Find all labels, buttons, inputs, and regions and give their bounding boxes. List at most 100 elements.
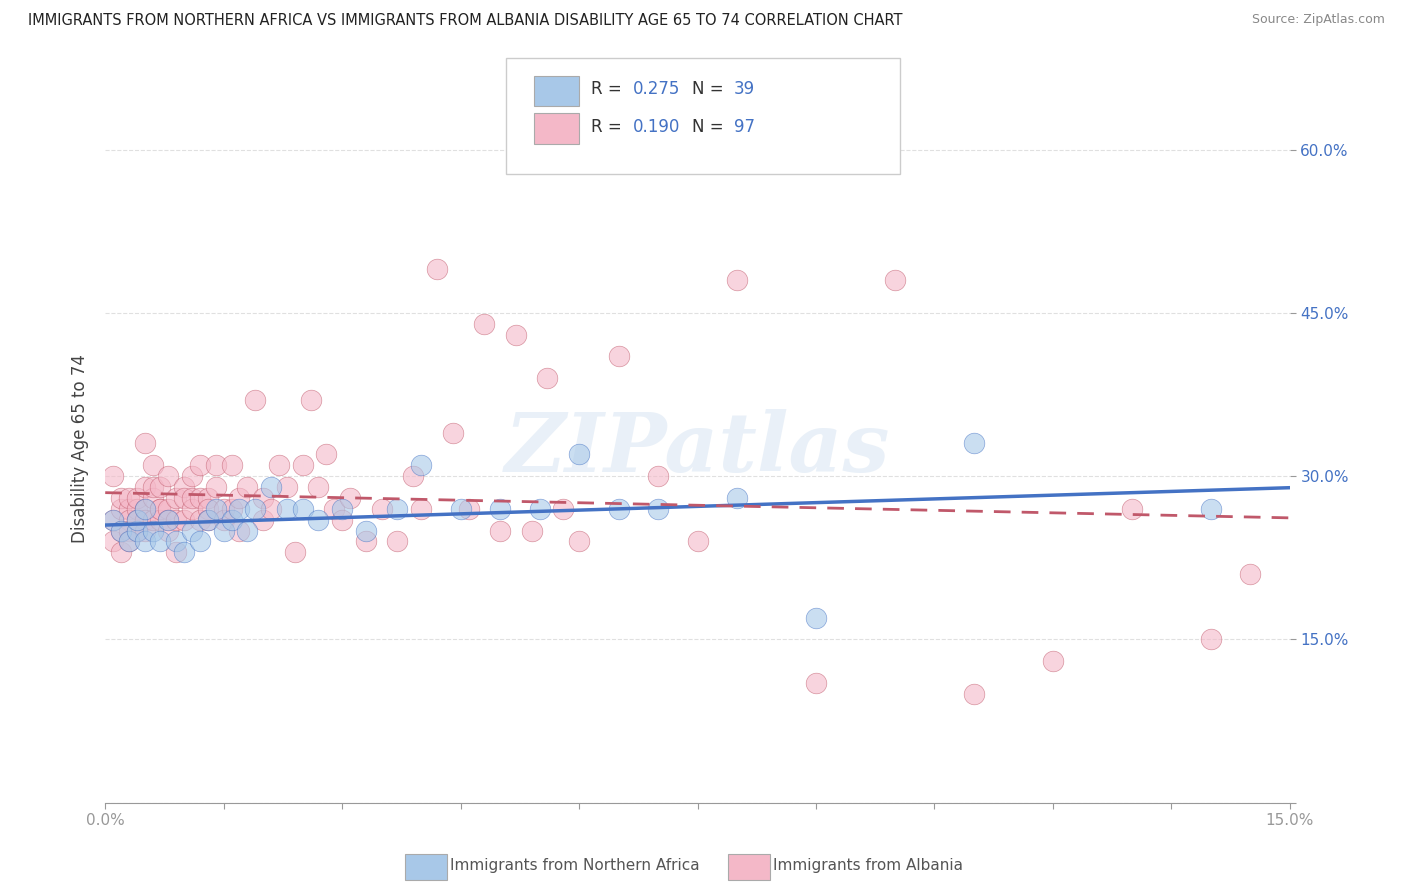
Point xyxy=(489,524,512,538)
Point xyxy=(118,534,141,549)
Point xyxy=(188,534,211,549)
Point xyxy=(125,524,148,538)
Point xyxy=(236,524,259,538)
Point xyxy=(307,513,329,527)
Point xyxy=(402,469,425,483)
Text: 39: 39 xyxy=(734,80,755,98)
Point xyxy=(221,513,243,527)
Point xyxy=(221,458,243,473)
Point xyxy=(149,513,172,527)
Point xyxy=(553,501,575,516)
Point xyxy=(260,501,283,516)
Point xyxy=(134,534,156,549)
Point xyxy=(291,458,314,473)
Point xyxy=(101,534,124,549)
Point xyxy=(1199,501,1222,516)
Y-axis label: Disability Age 65 to 74: Disability Age 65 to 74 xyxy=(72,354,89,543)
Point xyxy=(307,480,329,494)
Point xyxy=(157,513,180,527)
Point xyxy=(149,501,172,516)
Point xyxy=(173,491,195,505)
Point xyxy=(157,469,180,483)
Point xyxy=(197,513,219,527)
Point xyxy=(110,491,132,505)
Point xyxy=(134,501,156,516)
Point xyxy=(387,501,409,516)
Point xyxy=(197,491,219,505)
Point xyxy=(411,501,433,516)
Point xyxy=(354,524,377,538)
Point xyxy=(165,534,187,549)
Point xyxy=(125,501,148,516)
Point xyxy=(387,534,409,549)
Point xyxy=(197,501,219,516)
Point xyxy=(181,491,204,505)
Text: R =: R = xyxy=(591,118,627,136)
Point xyxy=(804,676,827,690)
Point xyxy=(457,501,479,516)
Point xyxy=(118,491,141,505)
Text: R =: R = xyxy=(591,80,627,98)
Point xyxy=(370,501,392,516)
Point xyxy=(725,273,748,287)
Point xyxy=(725,491,748,505)
Point xyxy=(441,425,464,440)
Point xyxy=(110,524,132,538)
Text: Source: ZipAtlas.com: Source: ZipAtlas.com xyxy=(1251,13,1385,27)
Point xyxy=(260,480,283,494)
Point xyxy=(197,513,219,527)
Point xyxy=(118,513,141,527)
Point xyxy=(142,480,165,494)
Point xyxy=(173,480,195,494)
Point xyxy=(267,458,290,473)
Point xyxy=(1121,501,1143,516)
Point xyxy=(1239,567,1261,582)
Point xyxy=(299,392,322,407)
Point xyxy=(188,458,211,473)
Point xyxy=(125,491,148,505)
Point xyxy=(529,501,551,516)
Point xyxy=(520,524,543,538)
Point xyxy=(118,534,141,549)
Point xyxy=(101,469,124,483)
Point xyxy=(181,524,204,538)
Point xyxy=(228,524,250,538)
Point xyxy=(101,513,124,527)
Text: 97: 97 xyxy=(734,118,755,136)
Point xyxy=(134,501,156,516)
Point xyxy=(165,513,187,527)
Point xyxy=(181,469,204,483)
Point xyxy=(149,534,172,549)
Point xyxy=(149,480,172,494)
Point xyxy=(607,350,630,364)
Point xyxy=(204,480,226,494)
Point xyxy=(245,501,267,516)
Point xyxy=(188,513,211,527)
Point xyxy=(245,392,267,407)
Point xyxy=(284,545,307,559)
Point xyxy=(1042,654,1064,668)
Point xyxy=(291,501,314,516)
Point xyxy=(173,513,195,527)
Point xyxy=(101,513,124,527)
Point xyxy=(505,327,527,342)
Point xyxy=(568,447,591,461)
Point xyxy=(134,513,156,527)
Text: IMMIGRANTS FROM NORTHERN AFRICA VS IMMIGRANTS FROM ALBANIA DISABILITY AGE 65 TO : IMMIGRANTS FROM NORTHERN AFRICA VS IMMIG… xyxy=(28,13,903,29)
Point xyxy=(963,436,986,450)
Point xyxy=(125,513,148,527)
Point xyxy=(647,501,669,516)
Point xyxy=(804,610,827,624)
Point xyxy=(963,687,986,701)
Point xyxy=(330,501,353,516)
Point xyxy=(165,491,187,505)
Point xyxy=(315,447,337,461)
Text: 0.275: 0.275 xyxy=(633,80,681,98)
Point xyxy=(323,501,346,516)
Point xyxy=(204,501,226,516)
Text: Immigrants from Northern Africa: Immigrants from Northern Africa xyxy=(450,858,700,872)
Point xyxy=(339,491,361,505)
Point xyxy=(118,501,141,516)
Point xyxy=(181,501,204,516)
Point xyxy=(157,501,180,516)
